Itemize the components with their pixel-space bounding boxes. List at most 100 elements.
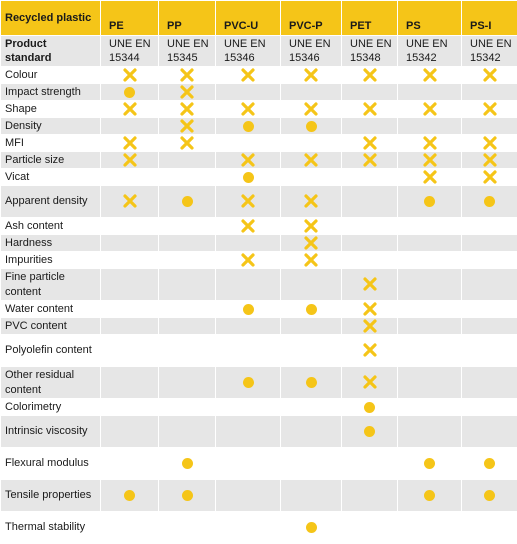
table-cell — [159, 318, 216, 335]
table-cell — [281, 252, 342, 269]
cross-mark-icon — [241, 195, 255, 207]
table-cell — [216, 416, 281, 448]
cross-mark-icon — [241, 69, 255, 81]
table-cell — [342, 448, 398, 480]
table-cell — [159, 135, 216, 152]
cross-mark-icon — [123, 69, 137, 81]
table-cell — [342, 118, 398, 135]
table-cell — [342, 399, 398, 416]
table-row: Water content — [1, 301, 517, 318]
table-row: Flexural modulus — [1, 448, 517, 480]
cross-mark-icon — [241, 154, 255, 166]
standard-value: UNE EN 15346 — [281, 36, 342, 67]
cross-mark-icon — [123, 103, 137, 115]
table-cell — [398, 448, 462, 480]
table-cell — [281, 118, 342, 135]
dot-mark-icon — [484, 490, 495, 501]
table-cell — [159, 218, 216, 235]
table-cell — [281, 186, 342, 218]
table-cell — [462, 252, 517, 269]
table-cell — [281, 367, 342, 399]
row-label: Density — [1, 118, 101, 135]
table-cell — [281, 152, 342, 169]
cross-mark-icon — [483, 154, 497, 166]
table-cell — [159, 84, 216, 101]
table-cell — [281, 169, 342, 186]
table-cell — [342, 318, 398, 335]
table-row: Shape — [1, 101, 517, 118]
table-cell — [216, 301, 281, 318]
table-cell — [398, 67, 462, 84]
column-header-pet: PET — [342, 1, 398, 36]
table-cell — [342, 152, 398, 169]
column-header-pvc-p: PVC-P — [281, 1, 342, 36]
column-header-ps: PS — [398, 1, 462, 36]
table-cell — [216, 448, 281, 480]
table-cell — [101, 367, 159, 399]
table-cell — [216, 135, 281, 152]
table-cell — [101, 512, 159, 544]
cross-mark-icon — [363, 344, 377, 356]
table-cell — [342, 512, 398, 544]
table-cell — [216, 318, 281, 335]
table-body: Product standard UNE EN 15344 UNE EN 153… — [1, 36, 517, 544]
table-cell — [216, 235, 281, 252]
table-cell — [216, 367, 281, 399]
table-cell — [462, 186, 517, 218]
row-label: Particle size — [1, 152, 101, 169]
table-row: Ash content — [1, 218, 517, 235]
table-cell — [462, 135, 517, 152]
table-cell — [398, 84, 462, 101]
table-cell — [159, 269, 216, 301]
table-cell — [398, 101, 462, 118]
table-cell — [101, 218, 159, 235]
dot-mark-icon — [364, 426, 375, 437]
row-label: Water content — [1, 301, 101, 318]
table-row: Hardness — [1, 235, 517, 252]
column-header-pe: PE — [101, 1, 159, 36]
table-cell — [281, 84, 342, 101]
cross-mark-icon — [304, 220, 318, 232]
table-cell — [281, 448, 342, 480]
table-cell — [462, 480, 517, 512]
table-cell — [398, 169, 462, 186]
table-row: Particle size — [1, 152, 517, 169]
row-label: Hardness — [1, 235, 101, 252]
cross-mark-icon — [304, 103, 318, 115]
table-cell — [216, 399, 281, 416]
cross-mark-icon — [363, 69, 377, 81]
cross-mark-icon — [180, 137, 194, 149]
table-row: Polyolefin content — [1, 335, 517, 367]
table-cell — [101, 186, 159, 218]
table-cell — [159, 335, 216, 367]
row-label: Apparent density — [1, 186, 101, 218]
cross-mark-icon — [363, 103, 377, 115]
table-cell — [159, 252, 216, 269]
cross-mark-icon — [123, 154, 137, 166]
table-cell — [462, 301, 517, 318]
cross-mark-icon — [180, 120, 194, 132]
table-cell — [159, 118, 216, 135]
dot-mark-icon — [424, 458, 435, 469]
dot-mark-icon — [243, 377, 254, 388]
table-cell — [398, 480, 462, 512]
table-cell — [462, 367, 517, 399]
row-label: Fine particle content — [1, 269, 101, 301]
table-row: Colour — [1, 67, 517, 84]
table-cell — [462, 67, 517, 84]
row-label: Colorimetry — [1, 399, 101, 416]
table-cell — [398, 252, 462, 269]
row-label: Flexural modulus — [1, 448, 101, 480]
dot-mark-icon — [484, 196, 495, 207]
table-cell — [342, 269, 398, 301]
cross-mark-icon — [123, 195, 137, 207]
cross-mark-icon — [241, 103, 255, 115]
table-cell — [216, 186, 281, 218]
cross-mark-icon — [363, 376, 377, 388]
table-cell — [216, 269, 281, 301]
table-row: Apparent density — [1, 186, 517, 218]
table-cell — [159, 301, 216, 318]
table-cell — [101, 399, 159, 416]
table-cell — [462, 399, 517, 416]
